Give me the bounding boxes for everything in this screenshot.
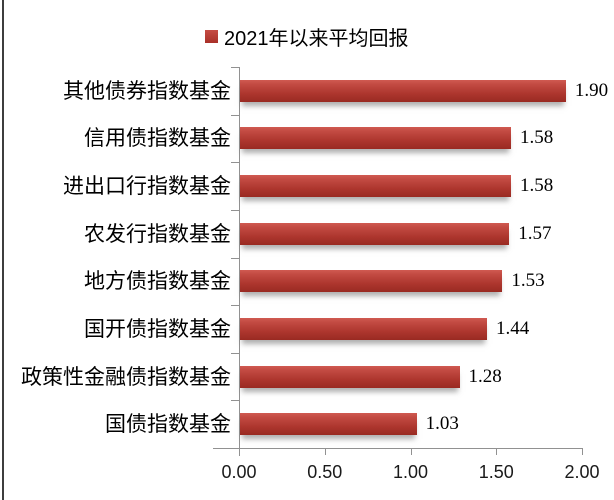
y-axis-tick bbox=[231, 257, 239, 259]
x-axis-tick-label: 0.00 bbox=[221, 462, 257, 482]
category-label: 国债指数基金 bbox=[105, 412, 231, 437]
value-label: 1.53 bbox=[511, 270, 545, 292]
category-label: 地方债指数基金 bbox=[84, 269, 231, 294]
value-label: 1.28 bbox=[468, 365, 502, 387]
bar bbox=[240, 222, 510, 245]
category-label: 信用债指数基金 bbox=[84, 126, 231, 151]
x-axis-tick bbox=[324, 448, 326, 455]
bar bbox=[240, 317, 487, 340]
x-axis-tick bbox=[582, 448, 583, 455]
y-axis-tick bbox=[231, 400, 239, 402]
bar bbox=[240, 365, 460, 388]
value-label: 1.58 bbox=[519, 175, 554, 197]
legend: 2021年以来平均回报 bbox=[205, 22, 409, 51]
y-axis-tick bbox=[231, 114, 239, 116]
bar bbox=[240, 175, 511, 198]
y-axis-tick bbox=[231, 162, 239, 164]
category-label: 农发行指数基金 bbox=[84, 221, 231, 246]
legend-marker-icon bbox=[205, 30, 218, 43]
category-label: 政策性金融债指数基金 bbox=[21, 364, 231, 389]
value-label: 1.58 bbox=[519, 127, 554, 149]
y-axis-tick bbox=[231, 352, 239, 354]
y-axis-line bbox=[239, 67, 240, 456]
category-label: 其他债券指数基金 bbox=[63, 78, 231, 103]
bar bbox=[240, 270, 503, 293]
value-label: 1.90 bbox=[574, 79, 609, 101]
category-label: 国开债指数基金 bbox=[84, 316, 231, 341]
x-axis-tick bbox=[496, 448, 498, 455]
x-axis-tick-label: 1.50 bbox=[478, 462, 514, 482]
y-axis-tick bbox=[231, 67, 239, 68]
category-label: 进出口行指数基金 bbox=[63, 174, 231, 199]
x-axis-line bbox=[213, 448, 582, 449]
x-axis-tick-label: 0.50 bbox=[307, 462, 343, 482]
y-axis-tick bbox=[231, 209, 239, 211]
bar bbox=[240, 413, 417, 436]
y-axis-tick bbox=[231, 305, 239, 307]
chart-left-border bbox=[2, 0, 4, 500]
x-axis-tick-label: 1.00 bbox=[392, 462, 429, 482]
value-label: 1.57 bbox=[518, 222, 552, 244]
value-label: 1.44 bbox=[495, 317, 530, 339]
bar bbox=[240, 79, 566, 102]
value-label: 1.03 bbox=[425, 413, 459, 435]
x-axis-tick bbox=[410, 448, 412, 455]
legend-label: 2021年以来平均回报 bbox=[224, 28, 409, 50]
bar bbox=[240, 127, 511, 150]
x-axis-tick-label: 2.00 bbox=[564, 462, 600, 482]
